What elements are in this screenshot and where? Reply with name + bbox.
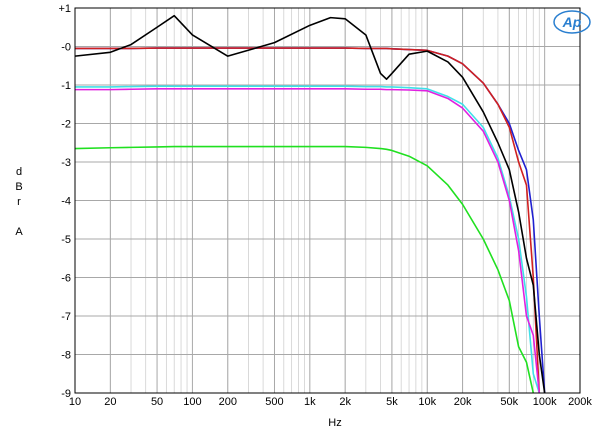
series-line: [75, 85, 541, 393]
x-tick-label: 100k: [533, 396, 557, 408]
x-tick-label: 5k: [386, 396, 398, 408]
x-tick-label: 10k: [418, 396, 436, 408]
y-tick-label: -3: [61, 157, 71, 169]
y-tick-label: -4: [61, 196, 71, 208]
logo-text: Ap: [562, 14, 582, 30]
y-tick-label: -8: [61, 350, 71, 362]
x-tick-label: 1k: [304, 396, 316, 408]
series-line: [75, 47, 541, 393]
series-line: [75, 145, 535, 393]
x-tick-label: 10: [69, 396, 81, 408]
series-line: [75, 88, 541, 393]
x-tick-label: 200k: [568, 396, 592, 408]
y-tick-label: -0: [61, 42, 71, 54]
logo: Ap: [553, 10, 591, 34]
y-tick-label: -9: [61, 388, 71, 400]
plot-frame: [74, 7, 581, 394]
x-tick-label: 2k: [339, 396, 351, 408]
x-tick-label: 50k: [500, 396, 518, 408]
y-tick-label: -1: [61, 80, 71, 92]
x-tick-label: 20: [104, 396, 116, 408]
series-line: [75, 14, 546, 393]
y-tick-label: -2: [61, 119, 71, 131]
y-axis-label: dBr A: [13, 166, 25, 241]
y-tick-label: -5: [61, 234, 71, 246]
x-tick-label: 100: [183, 396, 201, 408]
x-tick-label: 50: [151, 396, 163, 408]
y-tick-label: +1: [58, 3, 71, 15]
y-tick-label: -6: [61, 273, 71, 285]
x-tick-label: 200: [219, 396, 237, 408]
x-tick-label: 20k: [454, 396, 472, 408]
x-tick-label: 500: [265, 396, 283, 408]
x-axis-label: Hz: [328, 417, 341, 429]
y-tick-label: -7: [61, 311, 71, 323]
